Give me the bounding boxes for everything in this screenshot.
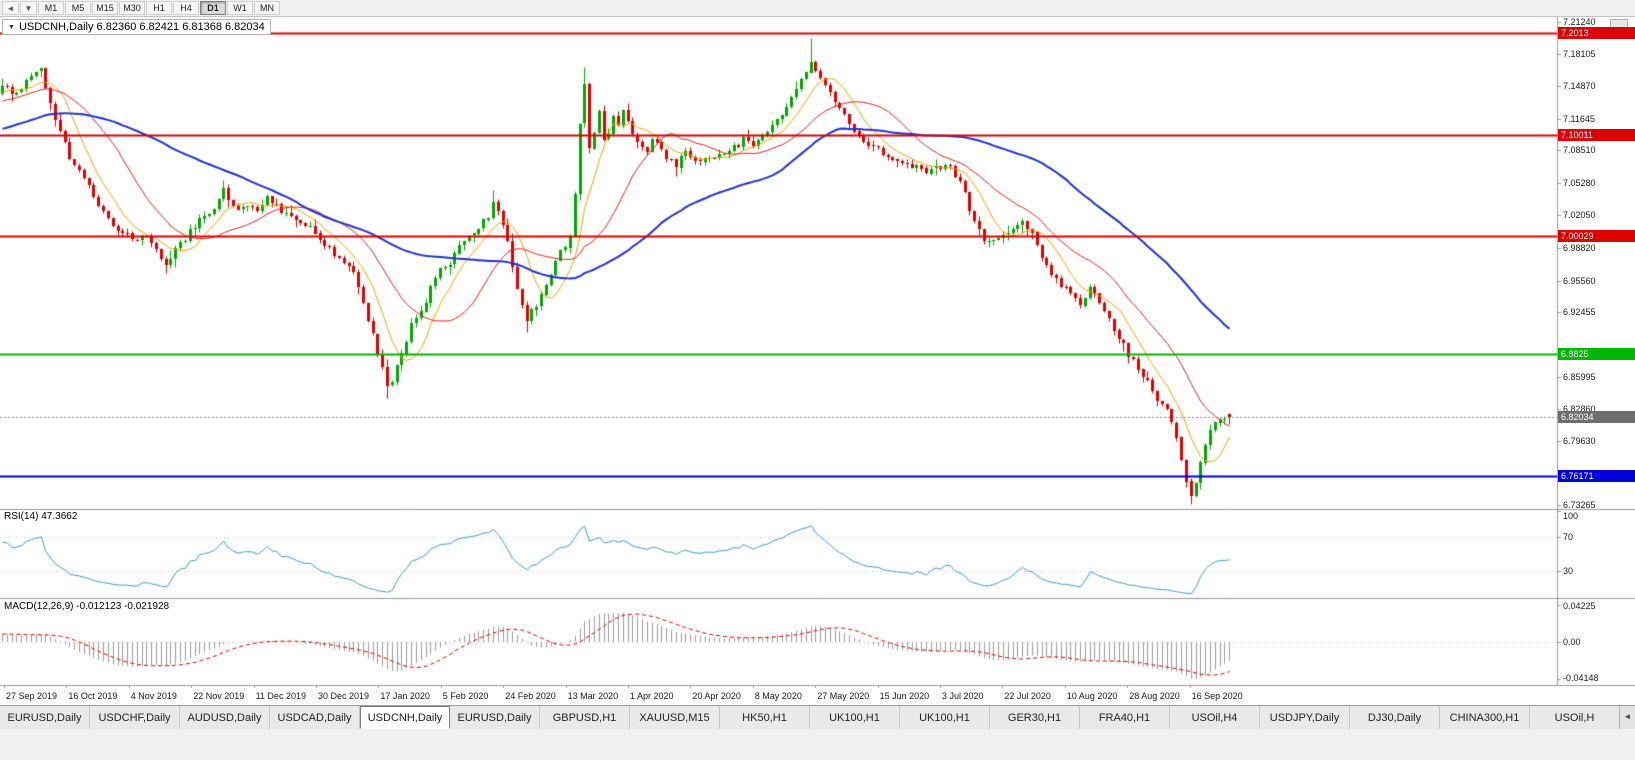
tab-fra40-h1[interactable]: FRA40,H1 (1080, 706, 1170, 729)
price-chart-canvas[interactable] (0, 17, 1635, 705)
tab-scroll-left-icon[interactable]: ◄ (1619, 706, 1635, 729)
timeframe-button-m5[interactable]: M5 (65, 1, 91, 15)
tab-usdchf-daily[interactable]: USDCHF,Daily (90, 706, 180, 729)
tab-uk100-h1[interactable]: UK100,H1 (900, 706, 990, 729)
chart-tabs: EURUSD,Daily USDCHF,Daily AUDUSD,Daily USDC… (0, 706, 1619, 729)
timeframe-button-mn[interactable]: MN (254, 1, 280, 15)
chart-symbol-header[interactable]: ▼ USDCNH,Daily 6.82360 6.82421 6.81368 6… (2, 19, 271, 35)
tab-xauusd-m15[interactable]: XAUUSD,M15 (630, 706, 720, 729)
tab-ger30-h1[interactable]: GER30,H1 (990, 706, 1080, 729)
tab-gbpusd-h1[interactable]: GBPUSD,H1 (540, 706, 630, 729)
tab-eurusd-daily[interactable]: EURUSD,Daily (450, 706, 540, 729)
tab-dj30-daily[interactable]: DJ30,Daily (1350, 706, 1440, 729)
timeframe-toolbar: ◄ ▼ M1 M5 M15 M30 H1 H4 D1 W1 MN (0, 0, 1635, 17)
timeframe-button-h4[interactable]: H4 (173, 1, 199, 15)
timeframe-button-m30[interactable]: M30 (119, 1, 145, 15)
tab-usoil-h4[interactable]: USOil,H4 (1170, 706, 1260, 729)
chart-ohlc-text: USDCNH,Daily 6.82360 6.82421 6.81368 6.8… (18, 21, 265, 33)
tab-usdcnh-daily[interactable]: USDCNH,Daily (360, 706, 450, 729)
tab-usdcad-daily[interactable]: USDCAD,Daily (270, 706, 360, 729)
tab-audusd-daily[interactable]: AUDUSD,Daily (180, 706, 270, 729)
timeframe-button-h1[interactable]: H1 (146, 1, 172, 15)
timeframe-button-w1[interactable]: W1 (227, 1, 253, 15)
chart-area: ▼ USDCNH,Daily 6.82360 6.82421 6.81368 6… (0, 17, 1635, 705)
chart-tab-bar: EURUSD,Daily USDCHF,Daily AUDUSD,Daily USDC… (0, 705, 1635, 729)
timeframe-button-d1[interactable]: D1 (200, 1, 226, 15)
tab-hk50-h1[interactable]: HK50,H1 (720, 706, 810, 729)
down-arrow-icon[interactable]: ▼ (20, 1, 37, 15)
left-arrow-icon[interactable]: ◄ (2, 1, 19, 15)
dropdown-triangle-icon: ▼ (8, 23, 15, 31)
axis-corner-button[interactable] (1610, 19, 1628, 30)
tab-eurusd-daily[interactable]: EURUSD,Daily (0, 706, 90, 729)
timeframe-button-m15[interactable]: M15 (92, 1, 118, 15)
tab-uk100-h1[interactable]: UK100,H1 (810, 706, 900, 729)
tab-usoil-h[interactable]: USOil,H (1530, 706, 1619, 729)
tab-usdjpy-daily[interactable]: USDJPY,Daily (1260, 706, 1350, 729)
tab-china300-h1[interactable]: CHINA300,H1 (1440, 706, 1530, 729)
timeframe-button-m1[interactable]: M1 (38, 1, 64, 15)
